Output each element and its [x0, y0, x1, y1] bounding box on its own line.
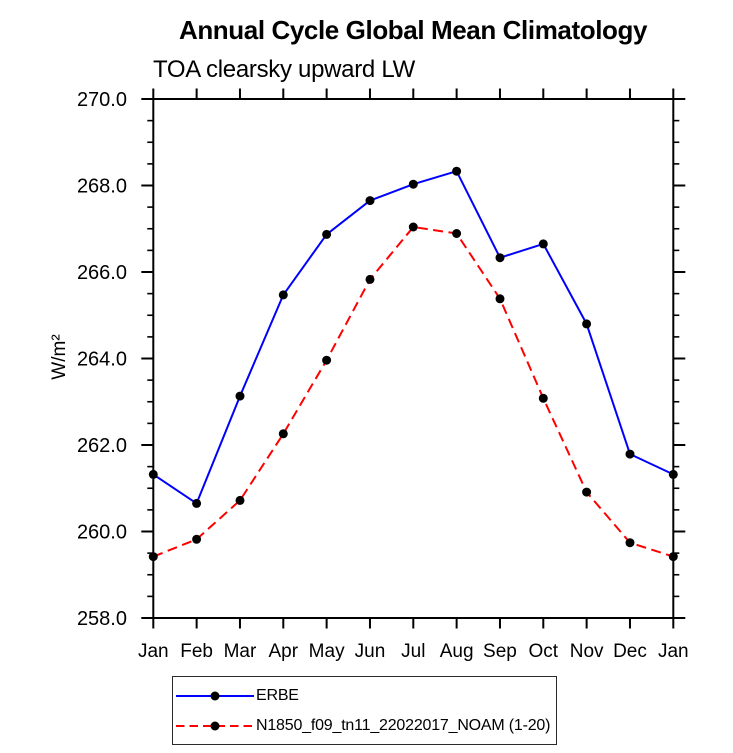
data-point — [192, 498, 202, 508]
x-tick-label: May — [309, 641, 345, 662]
model-line-sample-icon — [176, 721, 254, 730]
data-point — [668, 552, 678, 562]
data-point — [495, 294, 505, 304]
y-tick-label: 270.0 — [77, 89, 127, 111]
data-point — [625, 449, 635, 459]
data-point — [625, 538, 635, 548]
data-point — [192, 534, 202, 544]
data-point — [365, 196, 375, 206]
y-tick-label: 264.0 — [77, 349, 127, 371]
data-point — [668, 469, 678, 479]
x-tick-label: Oct — [529, 641, 559, 662]
x-tick-label: Jul — [401, 641, 425, 662]
y-tick-label: 258.0 — [77, 608, 127, 630]
data-point — [322, 355, 332, 365]
data-point — [538, 239, 548, 249]
y-axis-ticks — [141, 98, 686, 619]
legend: ERBE N1850_f09_tn11_22022017_NOAM (1-20) — [172, 676, 557, 745]
data-point — [278, 290, 288, 300]
data-point — [408, 179, 418, 189]
x-tick-label: Jan — [138, 641, 169, 662]
x-tick-label: Dec — [613, 641, 647, 662]
data-point — [452, 166, 462, 176]
data-point — [408, 222, 418, 232]
legend-label-model: N1850_f09_tn11_22022017_NOAM (1-20) — [256, 716, 551, 734]
x-tick-label: Jun — [355, 641, 386, 662]
chart-title: Annual Cycle Global Mean Climatology — [178, 15, 648, 45]
y-tick-label: 260.0 — [77, 522, 127, 544]
x-tick-label: Sep — [483, 641, 517, 662]
x-tick-label: Apr — [269, 641, 299, 662]
x-tick-label: Feb — [180, 641, 213, 662]
y-tick-label: 268.0 — [77, 176, 127, 198]
x-axis-labels: Jan Feb Mar Apr May Jun Jul Aug Sep Oct Nov Dec Jan — [138, 641, 689, 662]
legend-item-erbe: ERBE — [176, 683, 556, 708]
data-point — [365, 274, 375, 284]
x-axis-ticks — [152, 88, 675, 629]
series-line-model — [152, 226, 674, 558]
chart-subtitle: TOA clearsky upward LW — [153, 56, 415, 83]
x-tick-label: Mar — [224, 641, 257, 662]
data-point — [582, 487, 592, 497]
legend-item-model: N1850_f09_tn11_22022017_NOAM (1-20) — [176, 713, 556, 738]
series-line-erbe — [152, 170, 674, 505]
data-point — [235, 495, 245, 505]
data-point — [582, 319, 592, 329]
data-point — [322, 229, 332, 239]
x-tick-label: Aug — [440, 641, 474, 662]
data-point — [148, 552, 158, 562]
x-tick-label: Nov — [570, 641, 604, 662]
legend-label-erbe: ERBE — [256, 686, 299, 704]
erbe-line-sample-icon — [176, 691, 254, 700]
data-point — [235, 391, 245, 401]
data-point — [495, 253, 505, 263]
data-point — [278, 429, 288, 439]
y-tick-label: 266.0 — [77, 262, 127, 284]
data-point-markers — [148, 166, 678, 562]
data-point — [148, 469, 158, 479]
plot-frame — [152, 98, 675, 619]
x-tick-label: Jan — [658, 641, 689, 662]
y-axis-tick-labels: 258.0 260.0 262.0 264.0 266.0 268.0 270.0 — [77, 89, 127, 630]
y-tick-label: 262.0 — [77, 435, 127, 457]
data-point — [538, 393, 548, 403]
data-point — [452, 229, 462, 238]
